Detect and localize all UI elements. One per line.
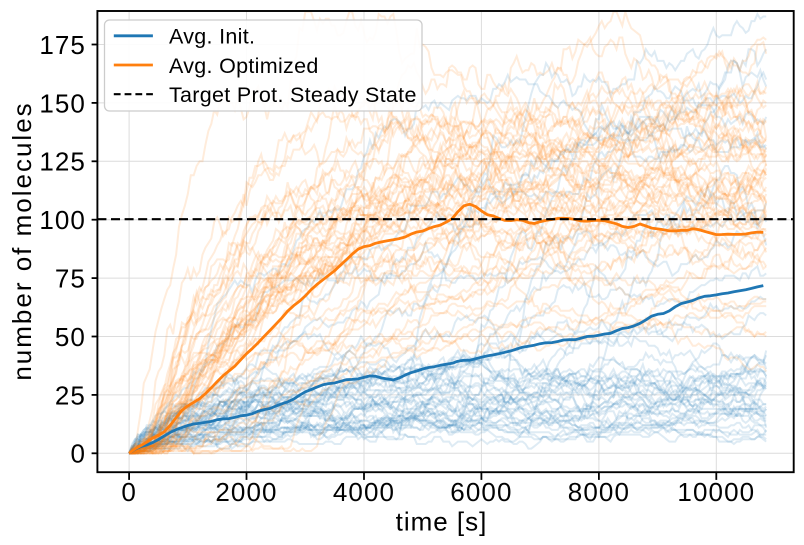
svg-text:75: 75	[55, 264, 86, 294]
svg-text:Avg. Init.: Avg. Init.	[169, 25, 255, 49]
svg-text:time [s]: time [s]	[396, 507, 488, 537]
svg-text:2000: 2000	[215, 477, 277, 507]
svg-text:number of molecules: number of molecules	[7, 101, 37, 380]
svg-text:50: 50	[55, 322, 86, 352]
svg-text:4000: 4000	[333, 477, 395, 507]
svg-text:6000: 6000	[450, 477, 512, 507]
svg-text:150: 150	[39, 88, 86, 118]
svg-text:175: 175	[39, 30, 86, 60]
svg-text:25: 25	[55, 380, 86, 410]
svg-text:125: 125	[39, 147, 86, 177]
svg-text:0: 0	[121, 477, 137, 507]
svg-text:Target Prot. Steady State: Target Prot. Steady State	[169, 83, 417, 107]
svg-text:0: 0	[70, 439, 86, 469]
svg-text:10000: 10000	[677, 477, 755, 507]
svg-text:100: 100	[39, 205, 86, 235]
svg-text:8000: 8000	[568, 477, 630, 507]
svg-text:Avg. Optimized: Avg. Optimized	[169, 54, 319, 78]
